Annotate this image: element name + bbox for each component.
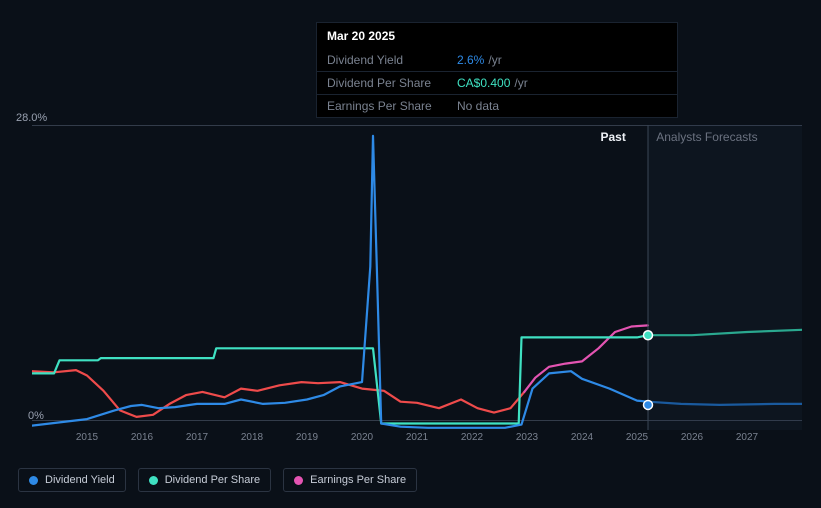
x-tick: 2025 [626,432,648,443]
x-tick: 2026 [681,432,703,443]
tooltip-row: Dividend Per ShareCA$0.400/yr [317,72,677,95]
tooltip-row-value: CA$0.400 [457,76,510,90]
x-tick: 2015 [76,432,98,443]
tooltip-row-value: No data [457,99,499,113]
tooltip: Mar 20 2025 Dividend Yield2.6%/yrDividen… [316,22,678,118]
tooltip-row-label: Dividend Yield [327,53,457,67]
x-tick: 2023 [516,432,538,443]
tooltip-row-value: 2.6% [457,53,484,67]
tooltip-row-label: Dividend Per Share [327,76,457,90]
x-tick: 2019 [296,432,318,443]
legend-label: Dividend Per Share [165,474,260,486]
x-tick: 2020 [351,432,373,443]
legend-label: Earnings Per Share [310,474,406,486]
forecast-label: Analysts Forecasts [656,130,757,144]
past-label: Past [601,130,626,144]
x-tick: 2016 [131,432,153,443]
tooltip-row: Dividend Yield2.6% /yr [317,49,677,72]
legend-item[interactable]: Dividend Yield [18,468,126,492]
legend-label: Dividend Yield [45,474,115,486]
tooltip-row: Earnings Per ShareNo data [317,95,677,117]
legend-dot-icon [149,476,158,485]
tooltip-date: Mar 20 2025 [317,23,677,49]
y-max-label: 28.0% [16,112,47,124]
tooltip-row-unit: /yr [488,53,501,67]
legend-dot-icon [29,476,38,485]
tooltip-row-unit: /yr [514,76,527,90]
legend-item[interactable]: Earnings Per Share [283,468,417,492]
x-tick: 2024 [571,432,593,443]
x-axis: 2015 2016 2017 2018 2019 2020 2021 2022 2023 2024… [32,432,802,452]
legend: Dividend Yield Dividend Per Share Earnings… [18,468,417,492]
x-tick: 2018 [241,432,263,443]
legend-item[interactable]: Dividend Per Share [138,468,271,492]
x-tick: 2022 [461,432,483,443]
legend-dot-icon [294,476,303,485]
tooltip-row-label: Earnings Per Share [327,99,457,113]
x-tick: 2017 [186,432,208,443]
x-tick: 2021 [406,432,428,443]
chart-svg [32,125,802,430]
x-tick: 2027 [736,432,758,443]
